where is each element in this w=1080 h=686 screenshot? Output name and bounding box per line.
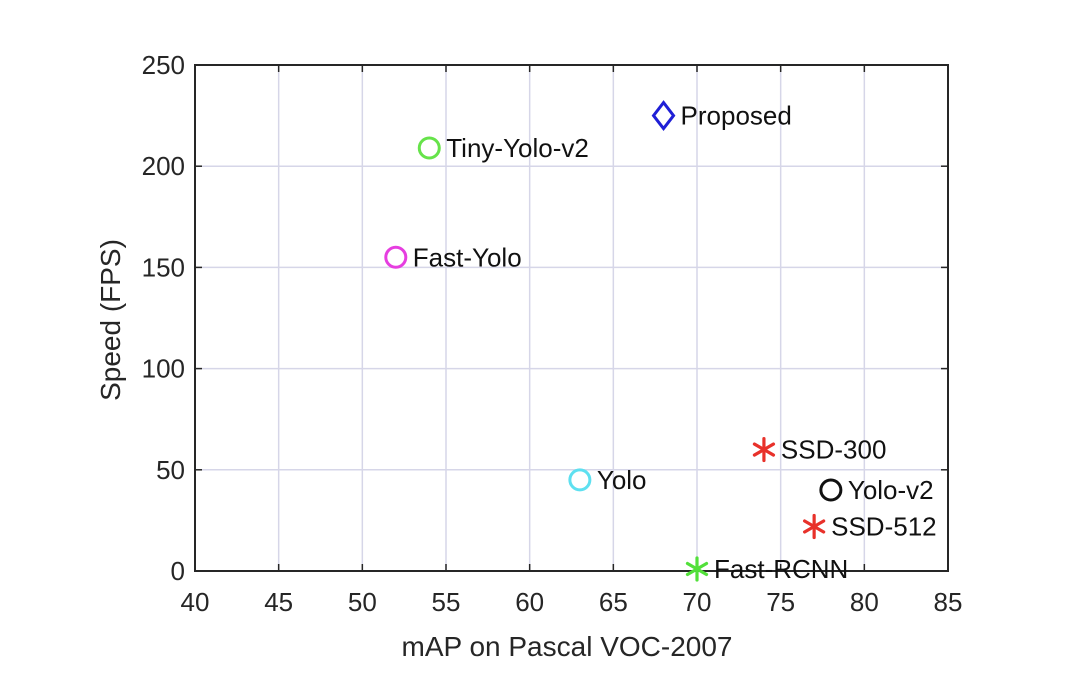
x-axis-label: mAP on Pascal VOC-2007 bbox=[402, 631, 733, 662]
asterisk-stroke bbox=[752, 442, 776, 457]
plot-frame bbox=[194, 64, 949, 572]
grid bbox=[195, 65, 948, 571]
point-label-proposed: Proposed bbox=[681, 101, 792, 131]
point-label-fast-yolo: Fast-Yolo bbox=[413, 242, 522, 272]
y-tick-label: 200 bbox=[142, 151, 185, 181]
asterisk-stroke bbox=[803, 519, 826, 534]
x-tick-label: 65 bbox=[599, 587, 628, 617]
y-tick-label: 0 bbox=[171, 556, 185, 586]
y-tick-label: 50 bbox=[156, 455, 185, 485]
diamond-marker bbox=[651, 100, 676, 132]
point-label-ssd-512: SSD-512 bbox=[831, 511, 937, 541]
x-tick-label: 85 bbox=[934, 587, 963, 617]
x-tick-label: 50 bbox=[348, 587, 377, 617]
x-tick-label: 80 bbox=[850, 587, 879, 617]
asterisk-marker bbox=[803, 513, 826, 540]
point-label-yolo: Yolo bbox=[597, 465, 647, 495]
point-fast-rcnn: Fast-RCNN bbox=[685, 554, 848, 584]
point-label-ssd-300: SSD-300 bbox=[781, 435, 887, 465]
asterisk-marker bbox=[752, 436, 776, 463]
y-tick-label: 150 bbox=[142, 252, 185, 282]
x-tick-label: 75 bbox=[766, 587, 795, 617]
asterisk-marker bbox=[685, 556, 709, 582]
point-proposed: Proposed bbox=[651, 100, 792, 132]
point-ssd-512: SSD-512 bbox=[803, 511, 937, 541]
x-tick-label: 40 bbox=[181, 587, 210, 617]
point-label-yolo-v2: Yolo-v2 bbox=[848, 475, 934, 505]
y-tick-label: 250 bbox=[142, 50, 185, 80]
circle-marker bbox=[417, 136, 441, 160]
point-ssd-300: SSD-300 bbox=[752, 435, 887, 465]
point-tiny-yolo-v2: Tiny-Yolo-v2 bbox=[417, 133, 589, 163]
x-tick-label: 55 bbox=[432, 587, 461, 617]
point-yolo-v2: Yolo-v2 bbox=[819, 475, 934, 505]
circle-marker bbox=[819, 478, 843, 502]
point-fast-yolo: Fast-Yolo bbox=[384, 242, 522, 272]
x-tick-label: 60 bbox=[515, 587, 544, 617]
x-tick-label: 70 bbox=[683, 587, 712, 617]
point-label-fast-rcnn: Fast-RCNN bbox=[714, 554, 848, 584]
circle-marker bbox=[384, 245, 408, 269]
point-label-tiny-yolo-v2: Tiny-Yolo-v2 bbox=[446, 133, 589, 163]
circle-marker bbox=[568, 468, 592, 492]
asterisk-stroke bbox=[685, 561, 709, 577]
point-yolo: Yolo bbox=[568, 465, 647, 495]
x-tick-label: 45 bbox=[264, 587, 293, 617]
axis-ticks: 40 45 50 55 60 65 70 75 80 85 0 50 100 150 200 250 bbox=[142, 50, 963, 617]
data-points: Proposed Tiny-Yolo-v2 Fast-Yolo SSD-300 Yolo… bbox=[384, 100, 937, 584]
y-tick-label: 100 bbox=[142, 354, 185, 384]
y-axis-label: Speed (FPS) bbox=[95, 239, 126, 401]
